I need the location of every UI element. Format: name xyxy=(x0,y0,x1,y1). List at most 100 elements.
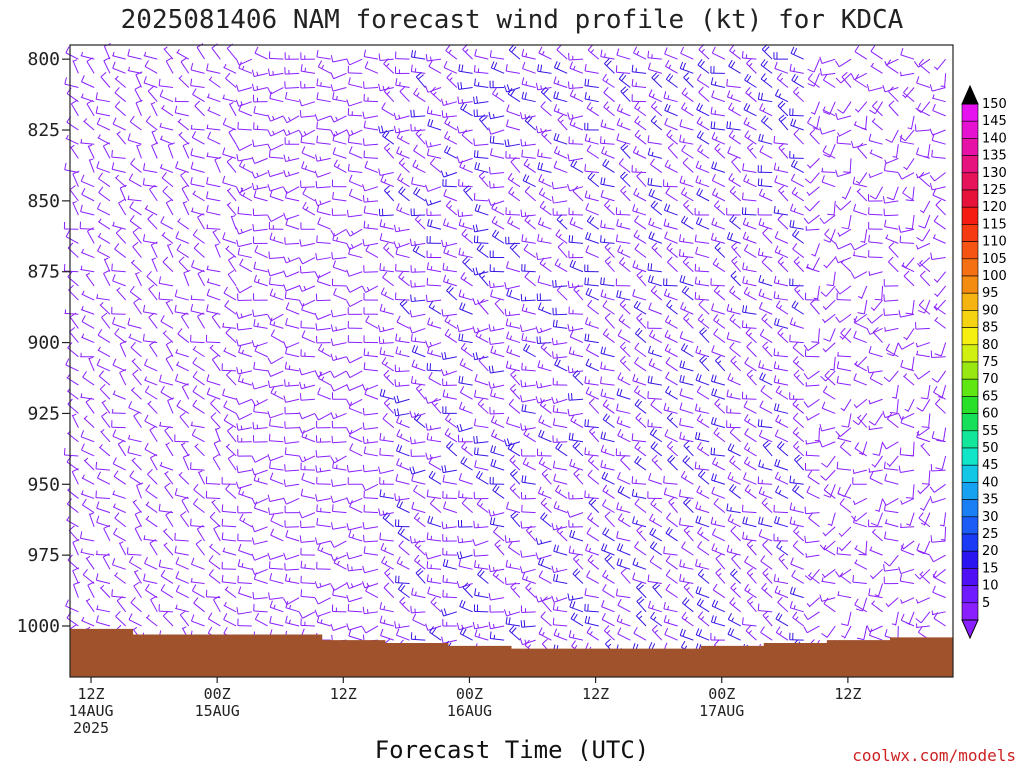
barb-shaft xyxy=(506,508,521,514)
barb-half-flag xyxy=(336,237,339,242)
barb-flag xyxy=(520,550,523,558)
wind-barb xyxy=(521,404,536,414)
wind-barb xyxy=(174,289,189,301)
barb-half-flag xyxy=(335,413,338,418)
barb-flag xyxy=(316,78,319,86)
wind-barb xyxy=(349,443,363,457)
barb-shaft xyxy=(253,325,268,329)
wind-barb xyxy=(458,218,473,230)
barb-flag xyxy=(442,558,446,566)
barb-shaft xyxy=(285,324,300,329)
barb-shaft xyxy=(539,206,552,216)
barb-shaft xyxy=(474,625,489,630)
barb-shaft xyxy=(224,305,237,315)
barb-shaft xyxy=(286,257,300,264)
barb-shaft xyxy=(538,180,552,188)
barb-flag xyxy=(363,348,366,356)
barb-half-flag xyxy=(272,115,275,120)
barb-shaft xyxy=(538,421,552,429)
wind-barb xyxy=(88,158,95,173)
barb-flag xyxy=(567,365,570,373)
barb-flag xyxy=(520,379,523,387)
wind-barb xyxy=(490,148,505,159)
wind-barb xyxy=(383,86,395,103)
barb-half-flag xyxy=(588,137,591,142)
barb-flag xyxy=(111,558,116,565)
wind-barb xyxy=(474,373,489,386)
wind-barb xyxy=(604,256,615,273)
barb-shaft xyxy=(363,540,379,543)
wind-barb xyxy=(363,348,379,358)
barb-flag xyxy=(472,224,476,232)
barb-shaft xyxy=(521,481,536,485)
barb-shaft xyxy=(238,565,252,570)
barb-flag xyxy=(409,238,412,246)
wind-barb xyxy=(317,543,331,556)
barb-shaft xyxy=(127,553,142,556)
barb-half-flag xyxy=(81,616,85,621)
barb-shaft xyxy=(399,303,410,315)
wind-barb xyxy=(267,169,284,178)
barb-shaft xyxy=(211,316,221,329)
barb-flag xyxy=(207,626,213,634)
barb-shaft xyxy=(333,266,347,273)
barb-shaft xyxy=(399,91,410,103)
wind-barb xyxy=(584,447,599,457)
barb-flag xyxy=(98,172,103,179)
barb-flag xyxy=(101,312,108,318)
barb-flag xyxy=(162,185,168,192)
wind-barb xyxy=(330,72,347,80)
barb-flag xyxy=(363,120,366,128)
barb-shaft xyxy=(521,410,536,414)
wind-barb xyxy=(396,415,410,429)
barb-flag xyxy=(443,145,449,153)
wind-barb xyxy=(95,573,111,584)
barb-shaft xyxy=(443,639,457,644)
barb-shaft xyxy=(162,190,174,202)
wind-barb xyxy=(175,604,189,613)
wind-barb xyxy=(252,421,268,430)
wind-barb xyxy=(315,450,331,458)
wind-barb xyxy=(144,442,158,457)
wind-barb xyxy=(330,623,347,631)
barb-shaft xyxy=(490,186,505,189)
barb-flag xyxy=(553,473,557,481)
barb-shaft xyxy=(130,602,142,613)
barb-flag xyxy=(475,329,480,337)
barb-shaft xyxy=(510,161,521,173)
barb-shaft xyxy=(553,186,568,190)
barb-flag xyxy=(316,121,318,129)
wind-barb xyxy=(101,411,111,428)
barb-shaft xyxy=(190,424,205,429)
barb-shaft xyxy=(127,139,142,145)
wind-barb xyxy=(584,376,599,386)
wind-barb xyxy=(396,203,410,216)
barb-shaft xyxy=(474,554,489,557)
wind-barb xyxy=(540,86,552,103)
barb-shaft xyxy=(227,458,237,471)
barb-shaft xyxy=(604,205,615,216)
barb-shaft xyxy=(569,536,584,542)
wind-barb xyxy=(443,246,458,259)
barb-shaft xyxy=(538,576,552,584)
barb-shaft xyxy=(348,635,363,641)
wind-barb xyxy=(284,361,300,372)
wind-barb xyxy=(330,324,347,332)
barb-flag xyxy=(569,61,573,69)
wind-barb xyxy=(522,61,536,74)
wind-barb xyxy=(446,285,458,301)
barb-shaft xyxy=(573,558,584,570)
wind-barb xyxy=(461,129,473,145)
wind-barb xyxy=(442,574,457,584)
barb-shaft xyxy=(69,331,79,343)
barb-flag xyxy=(461,129,468,136)
barb-half-flag xyxy=(400,135,403,140)
wind-barb xyxy=(160,216,174,230)
wind-barb xyxy=(210,412,221,428)
barb-half-flag xyxy=(525,336,527,341)
barb-shaft xyxy=(211,47,221,60)
barb-flag xyxy=(458,559,462,567)
barb-shaft xyxy=(490,523,505,528)
barb-flag xyxy=(505,559,508,567)
barb-shaft xyxy=(443,224,457,230)
